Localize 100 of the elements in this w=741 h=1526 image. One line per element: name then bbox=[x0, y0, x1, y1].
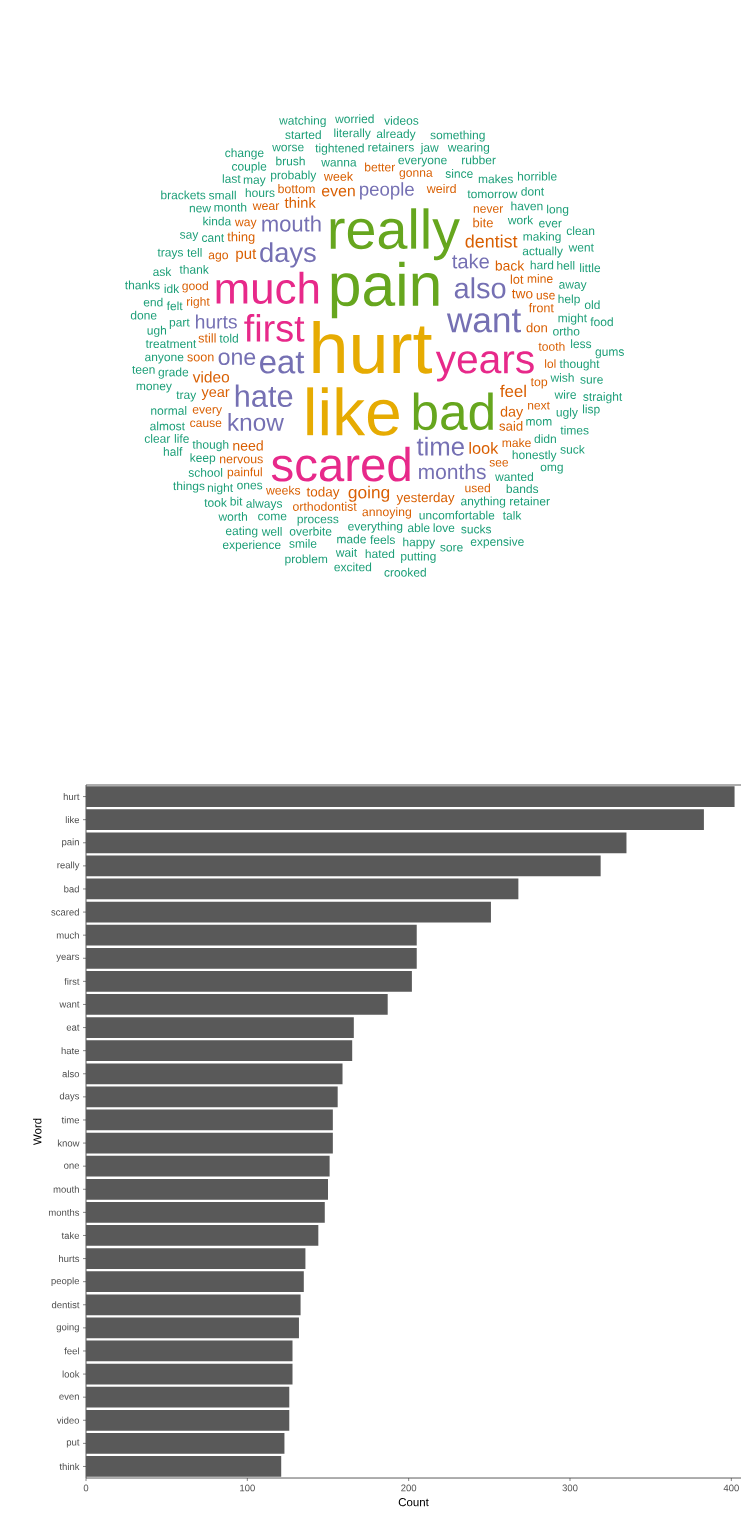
category-label: bottom bbox=[278, 184, 315, 194]
y-tick-label: going bbox=[56, 1323, 79, 1333]
category-label: long bbox=[547, 204, 569, 216]
category-label: wearing bbox=[447, 142, 490, 154]
bar bbox=[86, 901, 491, 923]
category-label: nervous bbox=[220, 456, 263, 464]
y-tick-label: really bbox=[57, 861, 80, 871]
y-tick-label: hurts bbox=[59, 1255, 80, 1263]
bar bbox=[86, 994, 388, 1015]
category-label: gonna bbox=[399, 170, 433, 180]
category-label: bit bbox=[230, 496, 243, 506]
category-label: good bbox=[182, 281, 208, 293]
x-tick-label: 200 bbox=[401, 1484, 417, 1492]
y-tick-label: one bbox=[64, 1163, 80, 1169]
category-label: dentist bbox=[465, 234, 518, 248]
category-label: pain bbox=[331, 261, 439, 319]
category-label: clear bbox=[144, 434, 171, 443]
category-label: crooked bbox=[384, 567, 426, 577]
category-label: tomorrow bbox=[467, 190, 518, 199]
category-label: thing bbox=[227, 231, 255, 244]
category-label: mine bbox=[527, 274, 553, 283]
category-label: tooth bbox=[538, 341, 565, 351]
category-label: better bbox=[365, 162, 395, 172]
category-label: yesterday bbox=[396, 492, 455, 505]
category-label: everyone bbox=[398, 157, 447, 167]
category-label: actually bbox=[522, 246, 563, 258]
category-label: might bbox=[558, 313, 587, 325]
bar bbox=[86, 970, 412, 992]
category-label: front bbox=[528, 303, 554, 313]
category-label: hurt bbox=[313, 320, 432, 374]
bar bbox=[86, 1086, 338, 1108]
category-label: worth bbox=[218, 512, 248, 521]
category-label: teen bbox=[132, 365, 155, 374]
y-tick-label: hate bbox=[61, 1047, 80, 1055]
y-tick-label: also bbox=[62, 1070, 80, 1078]
category-label: mom bbox=[526, 419, 552, 426]
category-label: talk bbox=[502, 510, 522, 520]
category-label: life bbox=[174, 434, 189, 443]
category-label: weird bbox=[426, 183, 456, 194]
x-tick-label: 300 bbox=[562, 1484, 578, 1492]
category-label: took bbox=[204, 498, 227, 507]
category-label: putting bbox=[401, 551, 436, 563]
category-label: every bbox=[192, 407, 223, 417]
y-tick-label: like bbox=[65, 816, 80, 824]
category-label: dont bbox=[521, 186, 545, 196]
category-label: problem bbox=[285, 554, 328, 566]
category-label: make bbox=[502, 438, 531, 448]
category-label: honestly bbox=[512, 450, 557, 462]
x-tick-label: 100 bbox=[240, 1484, 255, 1492]
y-tick-label: video bbox=[56, 1416, 80, 1424]
bar bbox=[86, 1317, 299, 1339]
bar bbox=[86, 1225, 319, 1246]
category-label: want bbox=[446, 309, 521, 333]
category-label: used bbox=[465, 483, 490, 493]
category-label: today bbox=[306, 486, 340, 500]
category-label: rubber bbox=[462, 155, 496, 165]
category-label: wire bbox=[554, 390, 576, 399]
category-label: annoying bbox=[362, 507, 412, 519]
category-label: worried bbox=[335, 114, 374, 124]
category-label: things bbox=[173, 481, 205, 493]
category-label: times bbox=[560, 425, 589, 435]
category-label: two bbox=[511, 289, 533, 299]
category-label: process bbox=[297, 516, 339, 526]
category-label: sucks bbox=[461, 524, 492, 534]
category-label: less bbox=[571, 339, 592, 349]
category-label: thought bbox=[559, 359, 600, 371]
category-label: small bbox=[208, 190, 236, 200]
bar bbox=[86, 786, 735, 807]
category-label: may bbox=[243, 177, 266, 187]
category-label: feels bbox=[370, 535, 395, 545]
category-label: ever bbox=[539, 220, 562, 228]
category-label: video bbox=[192, 371, 230, 383]
category-label: day bbox=[500, 406, 524, 420]
category-label: orthodontist bbox=[292, 501, 357, 511]
category-label: eat bbox=[260, 351, 305, 374]
y-tick-label: even bbox=[59, 1394, 79, 1400]
y-tick-label: dentist bbox=[51, 1301, 80, 1309]
category-label: love bbox=[433, 523, 455, 533]
category-label: anyone bbox=[145, 354, 184, 364]
category-label: uncomfortable bbox=[419, 510, 495, 520]
category-label: lol bbox=[545, 359, 556, 368]
category-label: people bbox=[360, 182, 414, 200]
category-label: wait bbox=[335, 547, 358, 557]
category-label: tell bbox=[187, 248, 202, 257]
category-label: something bbox=[430, 130, 485, 142]
category-label: said bbox=[499, 421, 523, 431]
category-label: way bbox=[234, 219, 257, 229]
y-tick-label: months bbox=[48, 1208, 80, 1216]
category-label: half bbox=[163, 447, 183, 456]
category-label: eating bbox=[225, 526, 258, 538]
category-label: ugh bbox=[147, 325, 167, 338]
category-label: ortho bbox=[553, 326, 580, 336]
bar bbox=[86, 855, 601, 877]
category-label: treatment bbox=[145, 340, 197, 349]
category-label: going bbox=[348, 485, 390, 502]
category-label: school bbox=[188, 468, 223, 477]
category-label: haven bbox=[511, 201, 543, 211]
category-label: help bbox=[558, 294, 580, 306]
y-tick-label: scared bbox=[51, 908, 79, 916]
bar bbox=[86, 1109, 333, 1131]
